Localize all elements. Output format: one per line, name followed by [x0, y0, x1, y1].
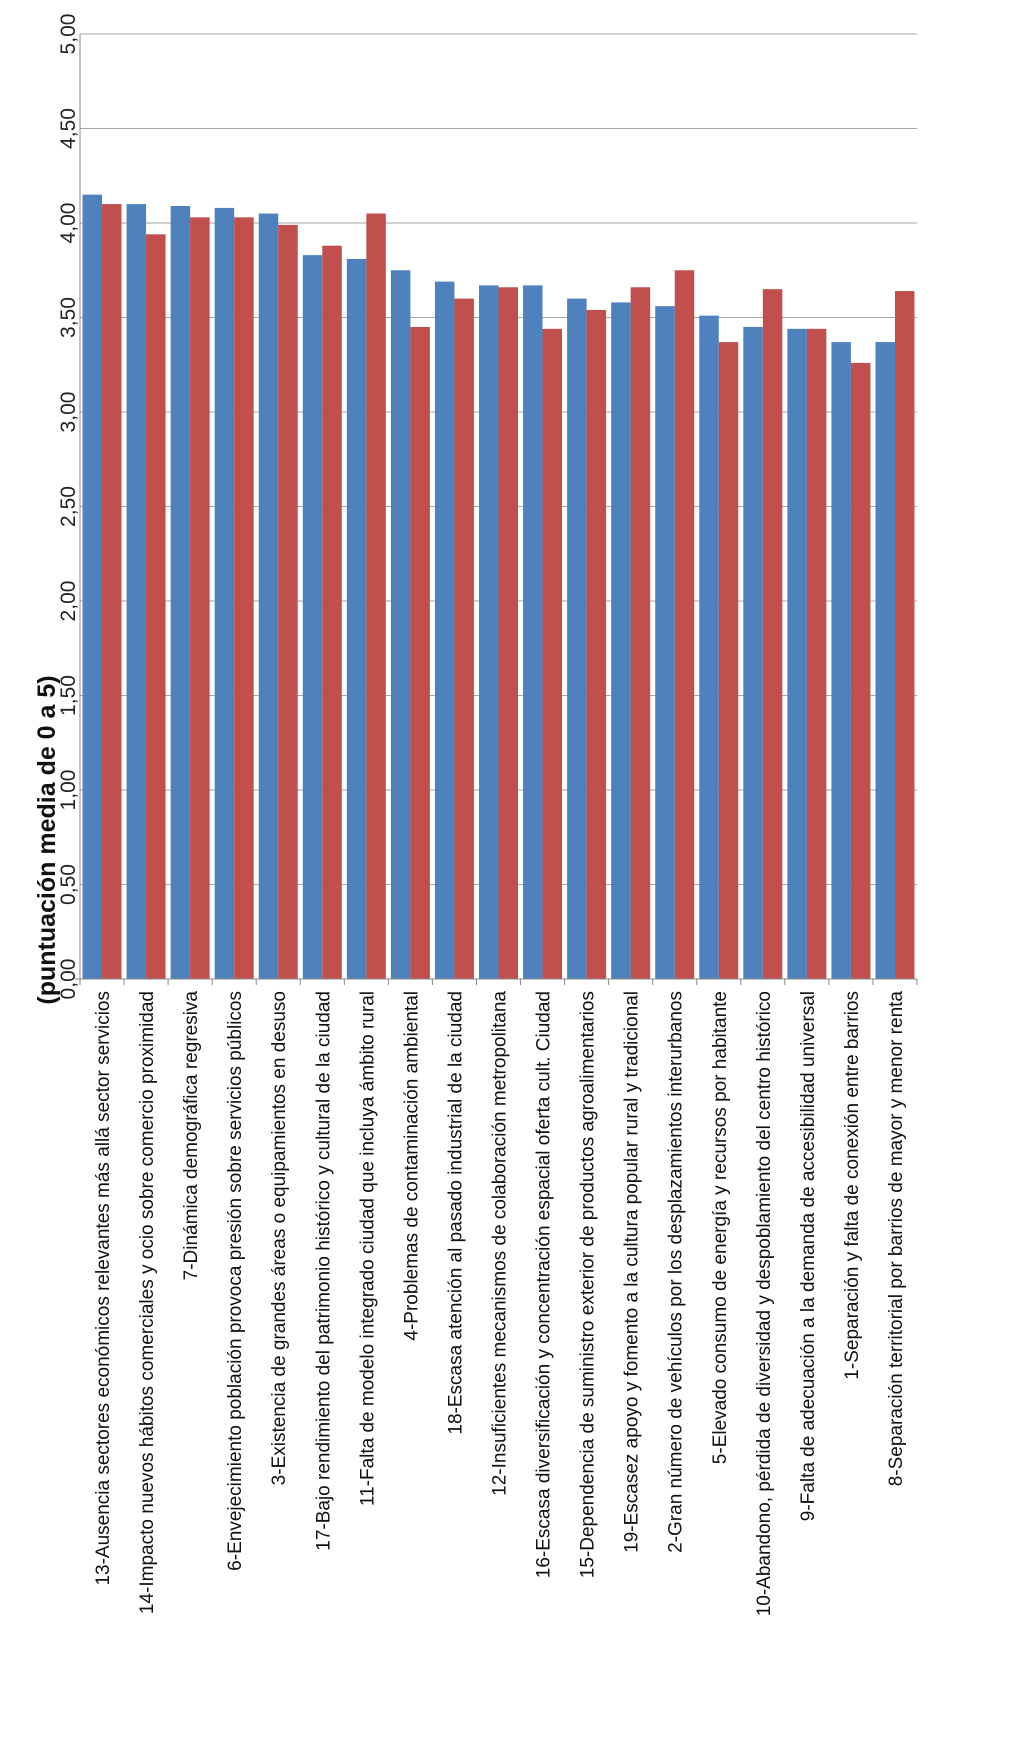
- bar-series-2: [674, 270, 695, 979]
- bar-series-2: [454, 298, 474, 980]
- bar-series-2: [718, 342, 739, 979]
- bar-series-1: [699, 315, 719, 979]
- category-label: 9-Falta de adecuación a la demanda de ac…: [798, 991, 819, 1521]
- category-labels: 13-Ausencia sectores económicos relevant…: [93, 991, 907, 1617]
- category-label: 7-Dinámica demográfica regresiva: [181, 991, 202, 1281]
- category-label: 14-Impacto nuevos hábitos comerciales y …: [137, 991, 158, 1614]
- category-label: 4-Problemas de contaminación ambiental: [401, 991, 422, 1341]
- bar-series-2: [762, 289, 783, 979]
- y-tick-label: 0,00: [57, 959, 80, 1000]
- category-label: 10-Abandono, pérdida de diversidad y des…: [754, 991, 775, 1616]
- bar-series-2: [850, 362, 871, 979]
- y-tick-label: 2,00: [57, 581, 80, 622]
- category-label: 18-Escasa atención al pasado industrial …: [445, 991, 466, 1435]
- category-label: 5-Elevado consumo de energía y recursos …: [710, 991, 731, 1464]
- bar-series-1: [655, 306, 675, 979]
- bar-series-1: [479, 285, 499, 979]
- category-label: 3-Existencia de grandes áreas o equipami…: [269, 991, 290, 1485]
- bar-series-1: [126, 204, 147, 980]
- bar-series-1: [434, 281, 455, 980]
- y-tick-label: 3,50: [57, 297, 80, 338]
- bars: [82, 194, 915, 980]
- bar-series-1: [875, 342, 895, 979]
- bar-series-2: [190, 217, 210, 979]
- y-tick-label: 1,00: [57, 770, 80, 811]
- category-label: 8-Separación territorial por barrios de …: [886, 991, 907, 1487]
- bar-series-1: [390, 270, 411, 979]
- category-label: 6-Envejecimiento población provoca presi…: [225, 991, 246, 1571]
- bar-series-1: [831, 342, 851, 979]
- y-tick-label: 4,00: [57, 203, 80, 244]
- bar-series-2: [102, 204, 122, 980]
- y-tick-label: 2,50: [57, 486, 80, 527]
- bar-series-2: [498, 287, 518, 979]
- bar-series-1: [567, 298, 587, 980]
- bar-series-2: [366, 213, 386, 980]
- bar-series-1: [787, 328, 807, 980]
- category-label: 12-Insuficientes mecanismos de colaborac…: [490, 991, 511, 1496]
- bar-series-2: [234, 217, 254, 979]
- bar-series-2: [894, 291, 915, 979]
- bar-series-2: [806, 328, 827, 980]
- category-label: 19-Escasez apoyo y fomento a la cultura …: [622, 991, 643, 1553]
- bar-series-2: [630, 287, 651, 979]
- bar-series-2: [146, 234, 166, 980]
- y-tick-label: 1,50: [57, 675, 80, 716]
- y-tick-label: 4,50: [57, 108, 80, 149]
- category-label: 11-Falta de modelo integrado ciudad que …: [357, 991, 378, 1506]
- bar-series-1: [82, 194, 103, 979]
- category-label: 13-Ausencia sectores económicos relevant…: [93, 991, 114, 1586]
- y-tick-label: 0,50: [57, 864, 80, 905]
- category-label: 16-Escasa diversificación y concentració…: [534, 991, 555, 1578]
- y-axis-label: (puntuación media de 0 a 5): [33, 675, 61, 1004]
- category-label: 1-Separación y falta de conexión entre b…: [842, 991, 863, 1380]
- bar-series-2: [322, 245, 342, 979]
- bar-series-1: [214, 207, 235, 979]
- bar-series-1: [258, 213, 279, 980]
- bar-series-2: [586, 309, 607, 979]
- bar-series-1: [346, 258, 367, 979]
- bar-series-2: [278, 224, 298, 979]
- bar-series-1: [743, 326, 763, 979]
- bar-series-2: [542, 328, 563, 980]
- bar-series-2: [410, 326, 430, 979]
- category-label: 17-Bajo rendimiento del patrimonio histó…: [313, 991, 334, 1551]
- y-tick-labels: 0,00 0,50 1,00 1,50 2,00 2,50 3,00 3,50 4,00 4,50…: [57, 14, 80, 1000]
- category-label: 15-Dependencia de suministro exterior de…: [578, 991, 599, 1578]
- bar-series-1: [170, 205, 191, 980]
- bar-series-1: [611, 302, 631, 979]
- bar-series-1: [302, 255, 323, 979]
- axes: [75, 34, 918, 985]
- bar-series-1: [523, 285, 543, 979]
- y-tick-label: 3,00: [57, 392, 80, 433]
- y-tick-label: 5,00: [57, 14, 80, 55]
- category-label: 2-Gran número de vehículos por los despl…: [666, 991, 687, 1553]
